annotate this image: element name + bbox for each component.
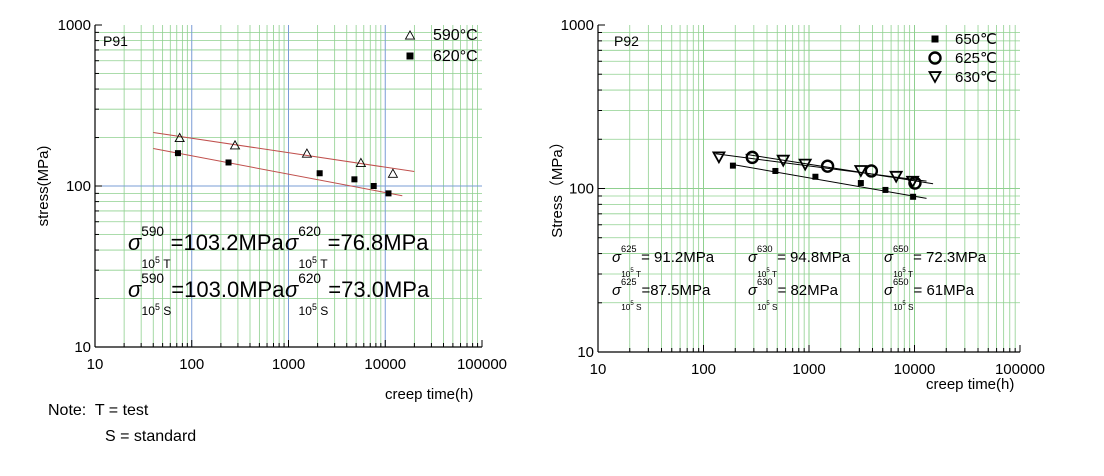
series [729, 162, 917, 200]
y-tick-label: 10 [74, 339, 91, 356]
axis-ticks [94, 24, 483, 348]
legend-label: 590°C [433, 27, 478, 44]
data-point [729, 162, 736, 169]
panel-label: P92 [614, 33, 639, 49]
data-point [776, 154, 791, 168]
x-tick-label: 1000 [272, 356, 305, 373]
annotations: σ625 105 T= 91.2MPa σ630 105 T= 94.8MPa σ650… [612, 244, 987, 312]
data-point [225, 159, 232, 166]
y-axis-label: Stress（MPa） [549, 134, 566, 237]
x-tick-label: 10000 [364, 356, 406, 373]
grid-lines [598, 25, 1020, 352]
fit-line [153, 147, 403, 197]
panel-label: P91 [103, 33, 128, 49]
data-point [355, 157, 367, 167]
y-tick-label: 100 [66, 178, 91, 195]
note-standard: S = standard [105, 428, 197, 445]
x-tick-label: 100000 [457, 356, 507, 373]
legend-marker [928, 51, 942, 65]
data-point [385, 190, 392, 197]
data-point [882, 186, 889, 193]
sigma-annotation: σ650 105 T= 72.3MPa [884, 244, 987, 279]
x-axis-label: creep time(h) [385, 386, 473, 403]
data-point [857, 180, 864, 187]
y-axis-label: stress(MPa) [35, 146, 52, 227]
legend-marker [931, 35, 939, 43]
legend: 650℃ 625℃ 630℃ [927, 31, 997, 86]
legend-label: 630℃ [955, 69, 997, 86]
data-point [370, 183, 377, 189]
y-tick-label: 10 [577, 344, 594, 361]
sigma-annotation: σ625 105 S=87.5MPa [612, 277, 711, 312]
data-point [229, 139, 241, 150]
series [174, 132, 399, 178]
data-point [351, 176, 358, 183]
data-point [174, 132, 185, 143]
data-point [820, 159, 835, 173]
data-point [853, 165, 868, 178]
data-point [864, 164, 879, 178]
sigma-annotation: σ590 105 T=103.2MPa [128, 224, 285, 271]
data-point [889, 170, 904, 184]
legend-marker [404, 30, 416, 40]
y-tick-label: 100 [569, 181, 594, 198]
chart-panel-p92: 10 100 1000 10000 100000 10 100 1000 creep time(… [549, 17, 1045, 393]
sigma-annotation: σ630 105 T= 94.8MPa [748, 244, 851, 279]
data-point [745, 150, 759, 165]
fit-line [730, 163, 927, 199]
fit-line [153, 131, 415, 173]
x-tick-label: 10000 [894, 361, 936, 378]
sigma-annotation: σ620 105 T=76.8MPa [285, 224, 429, 271]
x-tick-label: 10 [87, 356, 104, 373]
x-tick-label: 10 [590, 361, 607, 378]
legend-marker [927, 71, 943, 84]
legend: 590°C 620°C [404, 27, 478, 65]
series [174, 150, 392, 197]
data-point [905, 175, 920, 189]
x-tick-label: 100 [691, 361, 716, 378]
series [711, 151, 920, 189]
data-point [387, 168, 399, 178]
legend-label: 625℃ [955, 50, 997, 67]
legend-marker [406, 52, 414, 60]
x-tick-label: 100 [179, 356, 204, 373]
x-tick-label: 1000 [792, 361, 825, 378]
data-point [316, 170, 323, 177]
data-point [772, 167, 779, 174]
grid-lines [95, 25, 482, 347]
y-tick-label: 1000 [561, 17, 594, 34]
sigma-annotation: σ650 105 S= 61MPa [884, 277, 975, 312]
legend-label: 650℃ [955, 31, 997, 48]
chart-panel-p91: 10 100 1000 10000 100000 10 100 1000 creep time(… [35, 17, 507, 403]
sigma-annotation: σ620 105 S=73.0MPa [285, 271, 430, 318]
axis-ticks [597, 24, 1021, 353]
data-point [798, 158, 813, 172]
data-point [711, 151, 726, 165]
data-point [301, 148, 313, 158]
legend-label: 620°C [433, 48, 478, 65]
y-tick-label: 1000 [58, 17, 91, 34]
x-axis-label: creep time(h) [926, 376, 1014, 393]
data-point [812, 173, 819, 180]
x-tick-label: 100000 [995, 361, 1045, 378]
sigma-annotation: σ630 105 S= 82MPa [748, 277, 839, 312]
data-point [910, 193, 917, 200]
sigma-annotation: σ625 105 T= 91.2MPa [612, 244, 715, 279]
fit-line [745, 153, 934, 185]
sigma-annotation: σ590 105 S=103.0MPa [128, 271, 285, 318]
note-test: Note: T = test [48, 402, 149, 419]
data-point [174, 150, 181, 157]
